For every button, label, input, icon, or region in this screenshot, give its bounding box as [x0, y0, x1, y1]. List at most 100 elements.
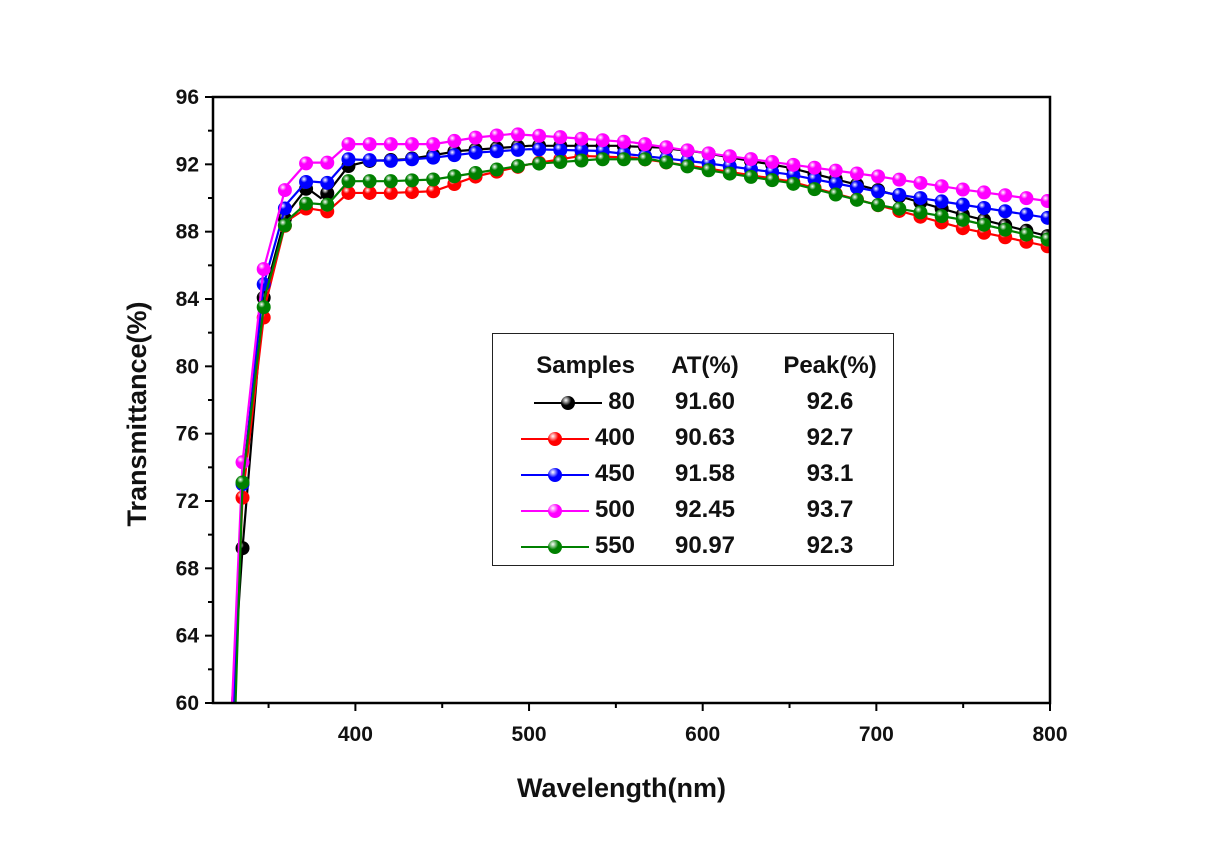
data-marker: [553, 142, 568, 157]
data-marker: [849, 166, 864, 181]
legend-sample: 500: [505, 492, 635, 528]
data-marker: [786, 157, 801, 172]
series-550: [234, 152, 1050, 703]
legend-at-value: 90.63: [674, 424, 736, 451]
data-marker: [574, 131, 589, 146]
data-marker: [277, 183, 292, 198]
data-marker: [977, 185, 992, 200]
data-marker: [595, 152, 610, 167]
data-marker: [807, 182, 822, 197]
y-tick-label: 96: [176, 86, 199, 109]
legend-peak-value: 92.7: [806, 424, 854, 451]
legend-at-value: 91.60: [674, 388, 736, 415]
y-tick-label: 60: [176, 692, 199, 715]
y-tick-label: 76: [176, 423, 199, 446]
legend-swatch: [520, 503, 589, 518]
data-marker: [871, 169, 886, 184]
data-marker: [532, 156, 547, 171]
data-marker: [489, 128, 504, 143]
legend-row: 450 91.58 93.1: [505, 456, 885, 492]
legend-swatch: [520, 431, 589, 446]
legend-table: Samples AT(%) Peak(%) 80 91.60 92.6 400 90.6…: [505, 348, 885, 564]
data-marker: [701, 163, 716, 178]
data-marker: [405, 152, 420, 167]
data-marker: [510, 159, 525, 174]
data-marker: [510, 127, 525, 142]
data-marker: [553, 130, 568, 145]
data-marker: [1019, 227, 1034, 242]
legend-sample: 450: [505, 456, 635, 492]
data-marker: [426, 172, 441, 187]
y-tick-label: 64: [176, 625, 200, 648]
data-marker: [447, 148, 462, 163]
data-marker: [426, 150, 441, 165]
x-axis-label: Wavelength(nm): [517, 773, 726, 803]
data-marker: [638, 137, 653, 152]
legend-sample-name: 550: [594, 532, 635, 559]
data-marker: [659, 155, 674, 170]
data-marker: [807, 172, 822, 187]
legend-swatch: [520, 467, 589, 482]
data-marker: [743, 152, 758, 167]
data-marker: [320, 197, 335, 212]
data-marker: [299, 196, 314, 211]
data-marker: [574, 153, 589, 168]
data-marker: [786, 176, 801, 191]
data-marker: [701, 146, 716, 161]
legend-row: 80 91.60 92.6: [505, 384, 885, 420]
legend-header-peak: Peak(%): [783, 352, 877, 379]
data-marker: [426, 137, 441, 152]
data-marker: [383, 174, 398, 189]
data-marker: [722, 149, 737, 164]
data-marker: [256, 262, 271, 277]
plot-area: [231, 127, 1050, 703]
legend-sample-name: 450: [594, 460, 635, 487]
legend-peak-value: 93.7: [806, 496, 854, 523]
data-marker: [955, 182, 970, 197]
data-marker: [998, 188, 1013, 203]
legend-sample: 400: [505, 420, 635, 456]
data-marker: [595, 133, 610, 148]
data-marker: [405, 173, 420, 188]
data-marker: [1040, 194, 1050, 209]
data-marker: [383, 153, 398, 168]
data-marker: [256, 300, 271, 315]
data-marker: [299, 156, 314, 171]
legend-peak-value: 93.1: [806, 460, 854, 487]
data-marker: [510, 142, 525, 157]
series-500: [231, 127, 1050, 703]
data-marker: [638, 152, 653, 167]
data-marker: [320, 175, 335, 190]
legend-swatch: [534, 395, 603, 410]
data-marker: [1040, 210, 1050, 225]
data-marker: [426, 184, 441, 199]
data-marker: [320, 186, 335, 201]
data-marker: [553, 155, 568, 170]
legend: Samples AT(%) Peak(%) 80 91.60 92.6 400 90.6…: [492, 333, 894, 566]
data-marker: [828, 163, 843, 178]
data-marker: [743, 169, 758, 184]
data-marker: [934, 194, 949, 209]
legend-at-value: 91.58: [674, 460, 736, 487]
legend-sample: 550: [505, 528, 635, 564]
data-marker: [1040, 232, 1050, 247]
data-marker: [892, 201, 907, 216]
data-marker: [892, 172, 907, 187]
legend-row: 400 90.63 92.7: [505, 420, 885, 456]
legend-peak-value: 92.6: [806, 388, 854, 415]
data-marker: [871, 184, 886, 199]
data-marker: [362, 153, 377, 168]
data-marker: [977, 217, 992, 232]
data-marker: [447, 133, 462, 148]
data-marker: [828, 187, 843, 202]
legend-peak-value: 92.3: [806, 532, 854, 559]
data-marker: [680, 143, 695, 158]
data-marker: [489, 162, 504, 177]
x-tick-label: 700: [859, 723, 894, 746]
data-marker: [828, 176, 843, 191]
data-marker: [468, 165, 483, 180]
y-axis-label: Transmittance(%): [122, 301, 152, 526]
legend-row: 500 92.45 93.7: [505, 492, 885, 528]
data-marker: [913, 205, 928, 220]
